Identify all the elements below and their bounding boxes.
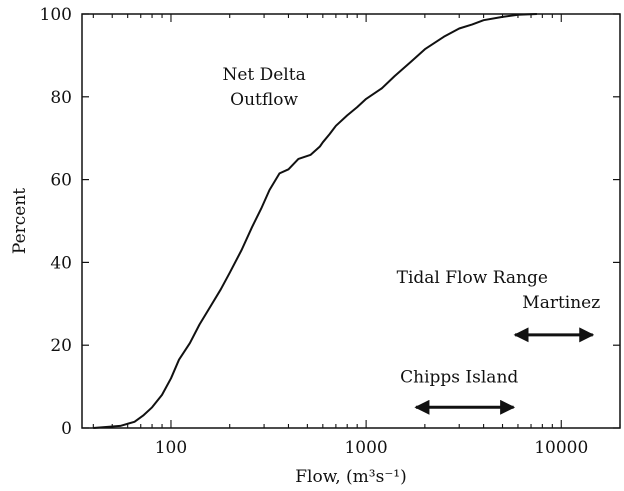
x-tick-label: 10000 [534, 438, 588, 458]
annotations: Net Delta Outflow Tidal Flow Range Martinez… [222, 65, 600, 387]
y-tick-label: 60 [50, 171, 72, 191]
y-tick-label: 100 [40, 5, 72, 25]
y-axis: 0 20 40 60 80 100 [40, 5, 620, 439]
annotation: Martinez [522, 293, 600, 313]
y-tick-label: 80 [50, 88, 72, 108]
y-tick-label: 0 [61, 419, 72, 439]
y-tick-label: 40 [50, 253, 72, 273]
series-group [93, 13, 537, 429]
tidal-flow-ranges [414, 327, 595, 415]
y-tick-label: 20 [50, 336, 72, 356]
annotation: Net Delta [222, 65, 305, 85]
annotation: Tidal Flow Range [397, 268, 548, 288]
series-line [93, 13, 537, 429]
x-tick-label: 100 [155, 438, 187, 458]
x-axis-label: Flow, (m³s⁻¹) [295, 467, 407, 487]
plot-frame [81, 13, 621, 429]
y-axis-label: Percent [10, 188, 30, 254]
x-tick-label: 1000 [344, 438, 387, 458]
x-axis: 100 1000 10000 [92, 14, 621, 458]
annotation: Chipps Island [400, 367, 518, 387]
annotation: Outflow [230, 90, 298, 110]
